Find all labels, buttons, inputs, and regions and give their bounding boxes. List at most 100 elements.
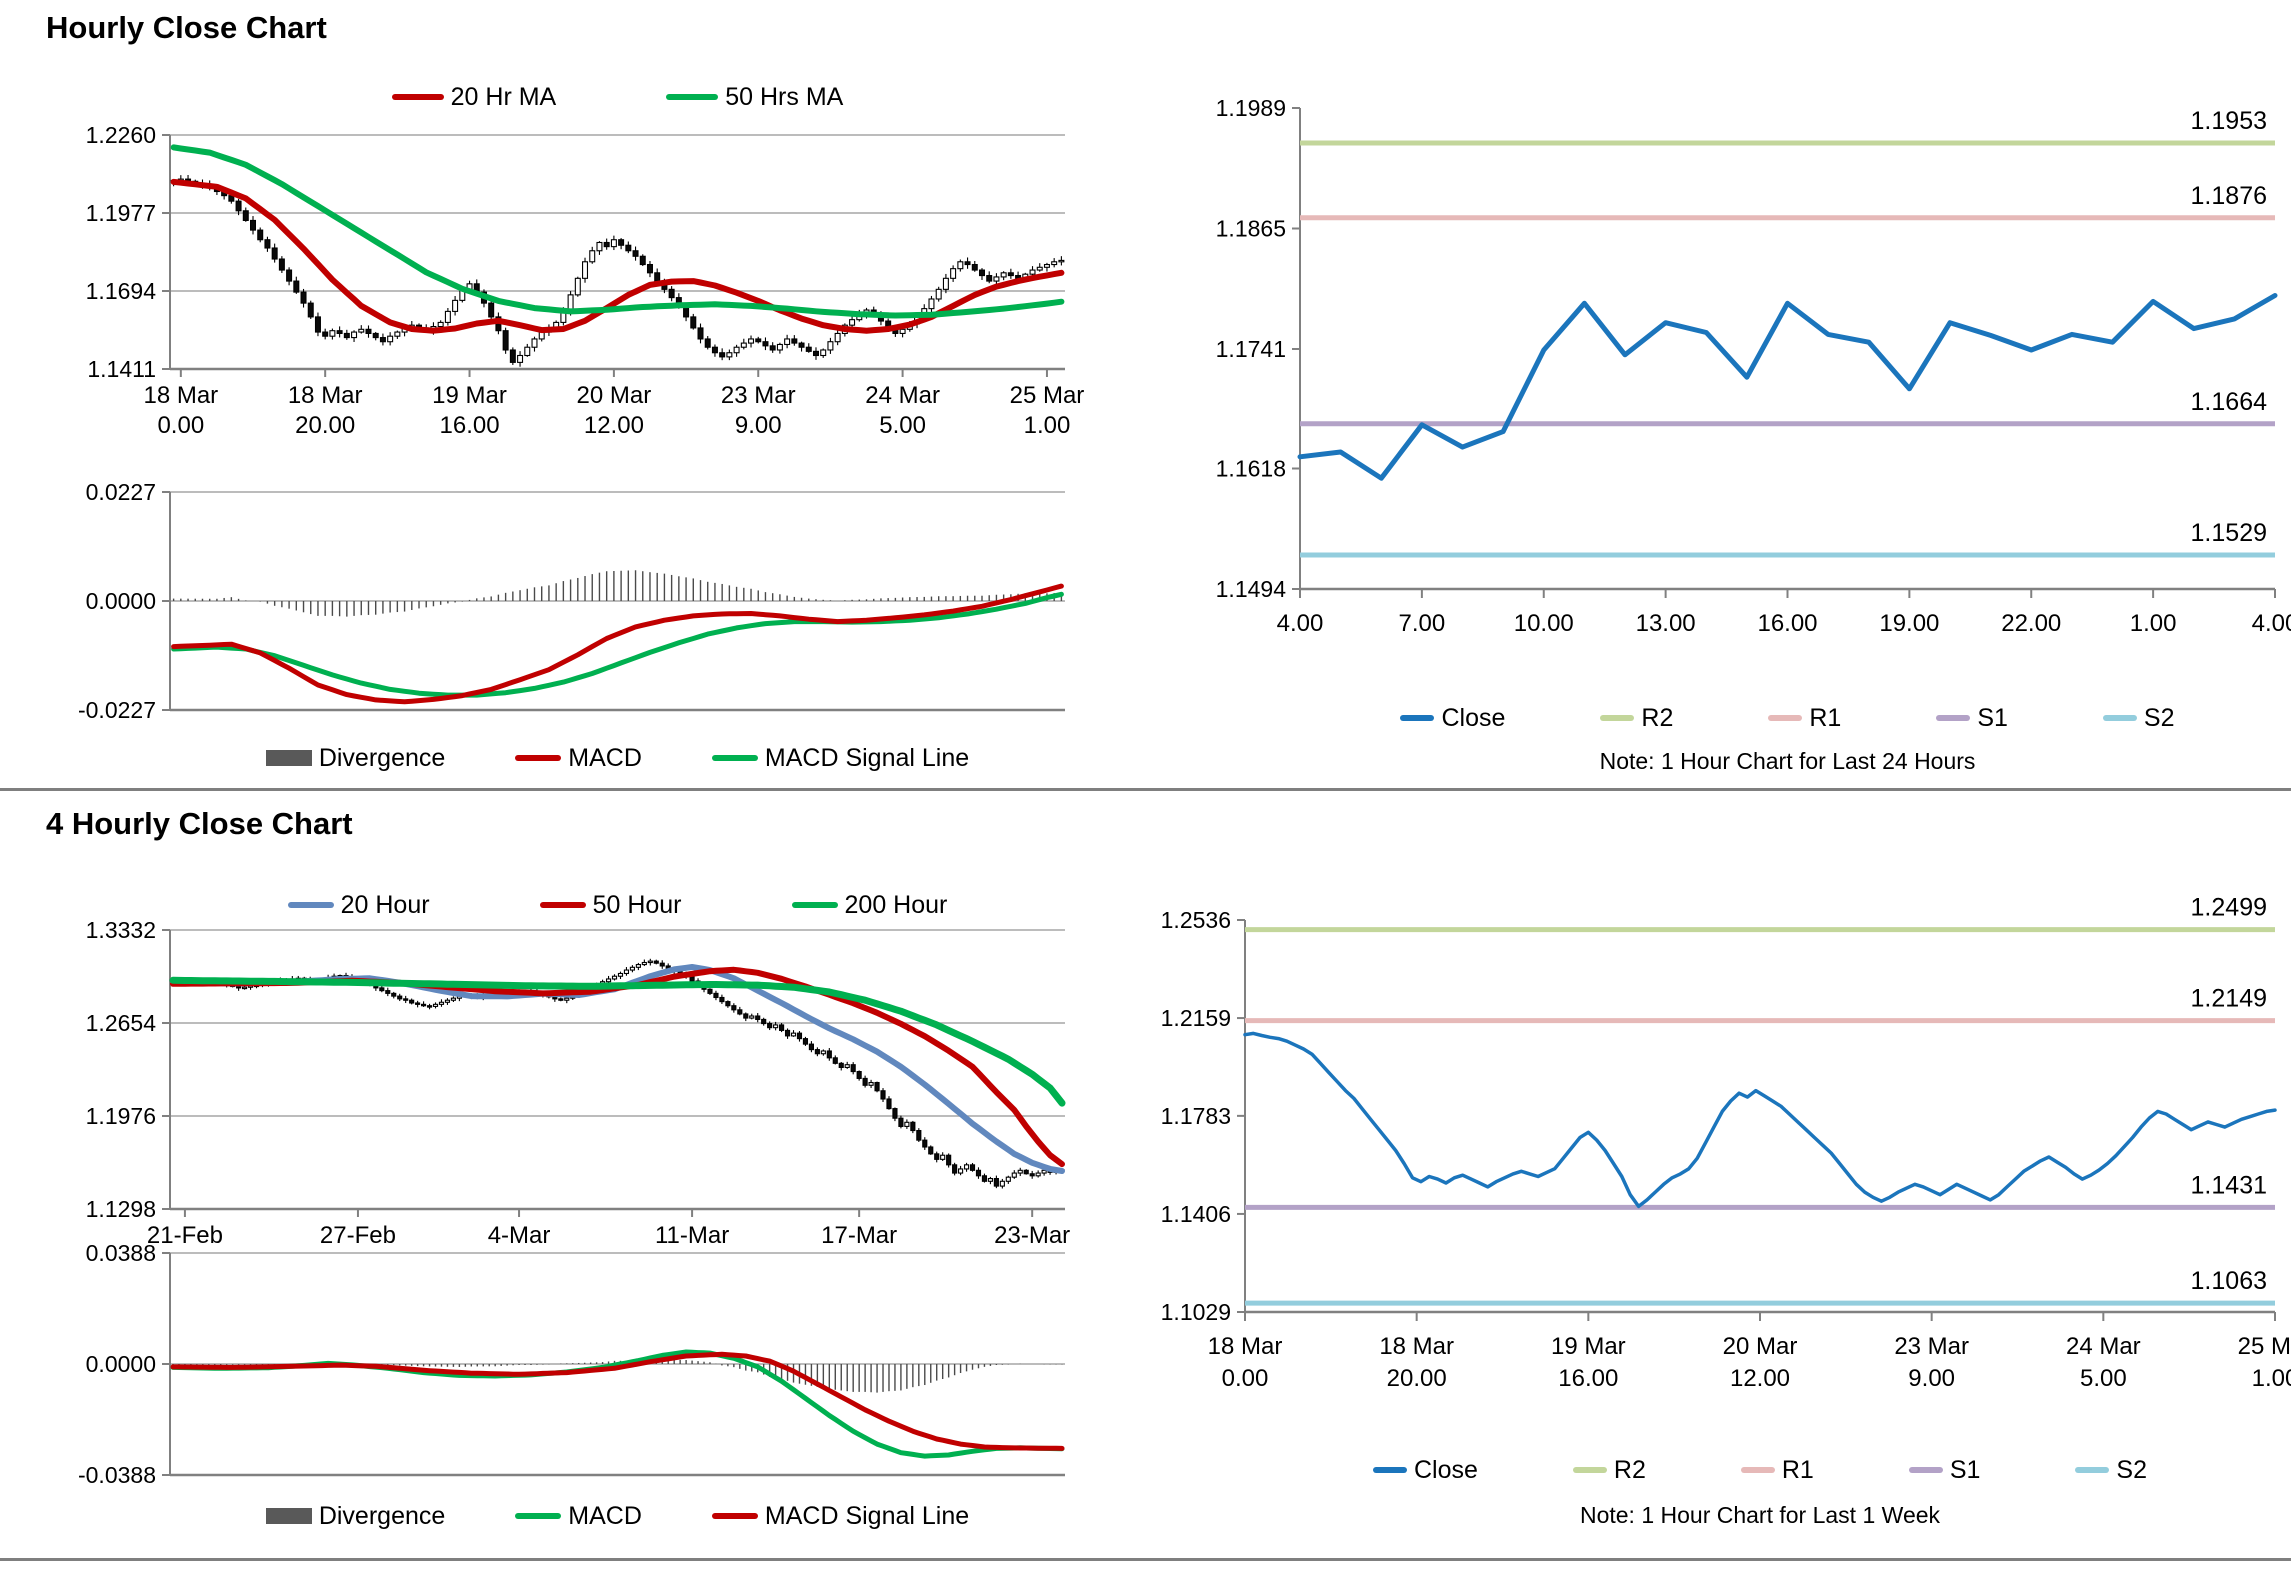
- legend-item-divergence: Divergence: [265, 743, 446, 773]
- svg-text:20 Mar: 20 Mar: [1723, 1333, 1798, 1360]
- legend-label: Divergence: [318, 1501, 446, 1530]
- svg-text:24 Mar: 24 Mar: [2066, 1333, 2141, 1360]
- svg-text:1.1494: 1.1494: [1216, 576, 1287, 602]
- svg-text:25 Mar: 25 Mar: [2238, 1333, 2291, 1360]
- svg-text:4-Mar: 4-Mar: [488, 1222, 551, 1249]
- svg-text:20.00: 20.00: [1387, 1365, 1447, 1392]
- hourly-macd-legend: Divergence MACD MACD Signal Line: [170, 740, 1065, 776]
- pivot-24h-note: Note: 1 Hour Chart for Last 24 Hours: [1599, 748, 1976, 774]
- legend-item-macd: MACD: [515, 1502, 642, 1531]
- legend-label: R1: [1781, 1455, 1814, 1484]
- svg-text:11-Mar: 11-Mar: [655, 1222, 729, 1249]
- line-swatch-icon-20-hour: [287, 902, 334, 908]
- svg-text:1.1063: 1.1063: [2191, 1267, 2267, 1295]
- legend-label: S1: [1977, 703, 2008, 732]
- svg-text:17-Mar: 17-Mar: [821, 1222, 897, 1249]
- svg-text:5.00: 5.00: [879, 412, 926, 439]
- legend-label: S1: [1949, 1455, 1981, 1484]
- svg-text:16.00: 16.00: [1757, 610, 1817, 637]
- svg-text:18 Mar: 18 Mar: [1208, 1333, 1283, 1360]
- line-swatch-icon-r1: [1768, 715, 1803, 721]
- legend-label: 200 Hour: [844, 890, 948, 919]
- svg-text:16.00: 16.00: [1558, 1365, 1618, 1392]
- legend-item-s1: S1: [1908, 1455, 1981, 1485]
- svg-text:0.00: 0.00: [1222, 1365, 1269, 1392]
- line-swatch-icon-r2: [1600, 715, 1635, 721]
- line-swatch-icon-50-hour: [539, 902, 586, 908]
- legend-item-s1: S1: [1936, 704, 2008, 733]
- svg-text:5.00: 5.00: [2080, 1365, 2127, 1392]
- pivot-1week-note: Note: 1 Hour Chart for Last 1 Week: [1579, 1502, 1941, 1528]
- svg-text:1.1741: 1.1741: [1216, 336, 1286, 362]
- svg-text:1.3332: 1.3332: [86, 917, 156, 943]
- line-swatch-icon-200-hour: [791, 902, 838, 908]
- legend-item-close: Close: [1372, 1456, 1478, 1485]
- legend-item-r1: R1: [1768, 704, 1841, 733]
- svg-text:1.1411: 1.1411: [87, 356, 156, 382]
- legend-label: MACD Signal Line: [764, 1501, 970, 1530]
- legend-item-50-hour: 50 Hour: [539, 891, 682, 920]
- svg-text:4.00: 4.00: [1277, 610, 1324, 637]
- svg-text:1.1989: 1.1989: [1216, 95, 1286, 121]
- svg-text:22.00: 22.00: [2001, 610, 2061, 637]
- svg-text:16.00: 16.00: [440, 412, 500, 439]
- line-swatch-icon-close: [1400, 715, 1435, 721]
- legend-item-close: Close: [1400, 704, 1505, 733]
- hourly-macd-chart: 0.0227 0.0000 -0.0227: [78, 479, 1065, 723]
- legend-item-s2: S2: [2075, 1456, 2147, 1485]
- line-swatch-icon-50-hrs-ma: [666, 94, 719, 100]
- section-divider: [0, 788, 2291, 791]
- svg-text:0.0227: 0.0227: [86, 479, 156, 505]
- svg-text:1.1865: 1.1865: [1216, 215, 1286, 241]
- svg-text:1.1664: 1.1664: [2191, 388, 2268, 416]
- legend-label: 20 Hour: [340, 890, 430, 919]
- svg-text:4.00: 4.00: [2252, 610, 2291, 637]
- legend-label: S2: [2143, 703, 2175, 732]
- legend-label: MACD: [568, 1501, 642, 1530]
- svg-text:1.1029: 1.1029: [1161, 1299, 1231, 1325]
- svg-text:1.2260: 1.2260: [86, 122, 156, 148]
- legend-item-r2: R2: [1572, 1456, 1646, 1485]
- svg-text:1.1783: 1.1783: [1161, 1103, 1231, 1129]
- line-swatch-icon-macd: [515, 755, 562, 761]
- svg-text:0.0000: 0.0000: [86, 588, 156, 614]
- line-swatch-icon-macd-signal-line: [711, 755, 758, 761]
- legend-item-macd-signal-line: MACD Signal Line: [711, 744, 969, 773]
- svg-text:18 Mar: 18 Mar: [1379, 1333, 1454, 1360]
- pivot-24h-legend: Close R2 R1 S1 S2: [1300, 700, 2275, 736]
- line-swatch-icon-s2: [2102, 715, 2137, 721]
- svg-text:20.00: 20.00: [295, 412, 355, 439]
- svg-text:1.1298: 1.1298: [86, 1196, 156, 1222]
- legend-item-200-hour: 200 Hour: [791, 890, 948, 920]
- pivot-24h-chart: 1.1989 1.1865 1.1741 1.1618 1.1494 1.1953 1.18…: [1216, 95, 2291, 637]
- legend-label: 20 Hr MA: [450, 82, 557, 111]
- legend-item-macd-signal-line: MACD Signal Line: [711, 1501, 970, 1531]
- line-swatch-icon-macd: [515, 1513, 562, 1519]
- legend-item-r1: R1: [1740, 1455, 1814, 1485]
- svg-text:-0.0227: -0.0227: [78, 697, 156, 723]
- legend-item-r2: R2: [1600, 704, 1673, 733]
- line-swatch-icon-close: [1372, 1467, 1407, 1473]
- svg-text:0.0000: 0.0000: [86, 1351, 156, 1377]
- svg-text:18 Mar: 18 Mar: [288, 382, 363, 409]
- svg-text:9.00: 9.00: [735, 412, 782, 439]
- svg-text:12.00: 12.00: [584, 412, 644, 439]
- legend-label: Close: [1441, 703, 1506, 732]
- svg-text:19 Mar: 19 Mar: [432, 382, 507, 409]
- svg-text:24 Mar: 24 Mar: [865, 382, 940, 409]
- legend-label: 50 Hrs MA: [725, 82, 844, 111]
- svg-text:0.0388: 0.0388: [86, 1240, 156, 1266]
- svg-text:1.2159: 1.2159: [1161, 1005, 1231, 1031]
- svg-text:1.2499: 1.2499: [2191, 894, 2267, 922]
- svg-text:27-Feb: 27-Feb: [320, 1222, 396, 1249]
- legend-item-macd: MACD: [515, 744, 642, 773]
- svg-text:1.1694: 1.1694: [86, 278, 157, 304]
- legend-label: Divergence: [318, 743, 446, 772]
- svg-text:1.1976: 1.1976: [86, 1103, 156, 1129]
- svg-text:7.00: 7.00: [1399, 610, 1446, 637]
- legend-label: S2: [2116, 1455, 2148, 1484]
- svg-text:20 Mar: 20 Mar: [577, 382, 652, 409]
- four-hourly-macd-legend: Divergence MACD MACD Signal Line: [170, 1498, 1065, 1534]
- four-hourly-macd-chart: 0.0388 0.0000 -0.0388: [78, 1240, 1065, 1488]
